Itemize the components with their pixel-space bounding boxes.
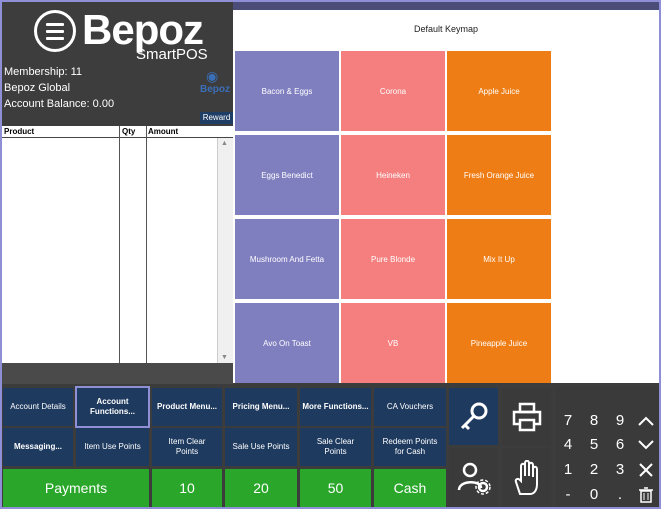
user-settings-button[interactable] <box>449 448 498 507</box>
keymap-button[interactable]: Apple Juice <box>447 51 551 131</box>
keymap-button[interactable]: Heineken <box>341 135 445 215</box>
account-balance: Account Balance: 0.00 <box>4 98 115 110</box>
arrow-up-icon[interactable] <box>634 409 658 432</box>
trash-icon[interactable] <box>634 483 658 506</box>
item-clear-points-button[interactable]: Item Clear Points <box>152 428 222 466</box>
keymap-top-strip <box>233 2 659 10</box>
cash-button[interactable]: Cash <box>374 469 446 507</box>
menu-icon <box>34 10 76 52</box>
keymap-button[interactable]: Eggs Benedict <box>235 135 339 215</box>
keymap-button[interactable]: Pure Blonde <box>341 219 445 299</box>
hand-icon <box>514 459 538 495</box>
cash-20-button[interactable]: 20 <box>225 469 297 507</box>
order-footer <box>2 363 233 384</box>
keymap-button[interactable]: Mix It Up <box>447 219 551 299</box>
order-table[interactable]: Product Qty Amount ▲ ▼ <box>2 126 233 363</box>
numpad-key-7[interactable]: 7 <box>563 412 573 429</box>
column-divider <box>119 126 120 363</box>
order-table-header: Product Qty Amount <box>2 126 233 138</box>
cash-10-button[interactable]: 10 <box>152 469 222 507</box>
arrow-down-icon[interactable] <box>634 433 658 456</box>
order-scrollbar[interactable]: ▲ ▼ <box>217 138 233 363</box>
keymap-button[interactable]: Fresh Orange Juice <box>447 135 551 215</box>
numpad-key-5[interactable]: 5 <box>589 436 599 453</box>
account-functions-button[interactable]: Account Functions... <box>75 386 150 428</box>
cash-50-button[interactable]: 50 <box>300 469 371 507</box>
account-details-button[interactable]: Account Details <box>3 388 73 426</box>
numpad-key-0[interactable]: 0 <box>589 486 599 503</box>
printer-icon <box>512 402 541 431</box>
pricing-menu-button[interactable]: Pricing Menu... <box>225 388 297 426</box>
print-button[interactable] <box>502 388 551 445</box>
messaging-button[interactable]: Messaging... <box>3 428 73 466</box>
keymap-button[interactable]: Pineapple Juice <box>447 303 551 383</box>
numpad-key-9[interactable]: 9 <box>615 412 625 429</box>
sale-use-points-button[interactable]: Sale Use Points <box>225 428 297 466</box>
item-use-points-button[interactable]: Item Use Points <box>76 428 149 466</box>
hand-button[interactable] <box>502 448 551 507</box>
numpad-key-dot[interactable]: . <box>617 486 623 503</box>
numpad-top <box>556 387 659 409</box>
column-divider <box>146 126 147 363</box>
user-settings-icon <box>457 462 491 495</box>
numpad-key-2[interactable]: 2 <box>589 461 599 478</box>
numpad-key-8[interactable]: 8 <box>589 412 599 429</box>
column-product: Product <box>4 127 35 136</box>
key-icon <box>460 402 487 430</box>
keymap-panel: Default Keymap Bacon & Eggs Corona Apple… <box>233 10 659 383</box>
key-button[interactable] <box>449 388 498 445</box>
numpad-key-3[interactable]: 3 <box>615 461 625 478</box>
member-info: Membership: 11 Bepoz Global Account Bala… <box>4 64 114 112</box>
numpad: 7 8 9 4 5 6 1 2 3 - 0 . <box>556 409 659 507</box>
keymap-title: Default Keymap <box>413 24 479 34</box>
product-menu-button[interactable]: Product Menu... <box>152 388 222 426</box>
bepoz-mini-icon: ◉ <box>206 68 219 84</box>
mini-logo-text: Bepoz <box>200 84 230 95</box>
payments-button[interactable]: Payments <box>3 469 149 507</box>
bepoz-logo: Bepoz SmartPOS <box>34 6 234 64</box>
logo-text: Bepoz <box>82 6 204 53</box>
numpad-key-minus[interactable]: - <box>565 486 571 503</box>
customer-panel: Bepoz SmartPOS Membership: 11 Bepoz Glob… <box>2 2 233 384</box>
mini-logo: ◉ Bepoz <box>200 68 232 98</box>
keymap-button[interactable]: Bacon & Eggs <box>235 51 339 131</box>
scroll-up-icon[interactable]: ▲ <box>221 140 228 147</box>
close-icon[interactable] <box>634 458 658 481</box>
keymap-button[interactable]: Corona <box>341 51 445 131</box>
membership-label: Membership: 11 <box>4 66 83 78</box>
redeem-points-button[interactable]: Redeem Points for Cash <box>374 428 446 466</box>
column-amount: Amount <box>148 127 179 136</box>
numpad-key-4[interactable]: 4 <box>563 436 573 453</box>
logo-subtitle: SmartPOS <box>136 46 208 63</box>
keymap-button[interactable]: Mushroom And Fetta <box>235 219 339 299</box>
reward-button[interactable]: Reward <box>200 112 233 124</box>
member-name: Bepoz Global <box>4 82 71 94</box>
more-functions-button[interactable]: More Functions... <box>300 388 371 426</box>
keymap-button[interactable]: Avo On Toast <box>235 303 339 383</box>
numpad-key-1[interactable]: 1 <box>563 461 573 478</box>
sale-clear-points-button[interactable]: Sale Clear Points <box>300 428 371 466</box>
ca-vouchers-button[interactable]: CA Vouchers <box>374 388 446 426</box>
column-qty: Qty <box>122 127 136 136</box>
keymap-button[interactable]: VB <box>341 303 445 383</box>
scroll-down-icon[interactable]: ▼ <box>221 354 228 361</box>
numpad-key-6[interactable]: 6 <box>615 436 625 453</box>
